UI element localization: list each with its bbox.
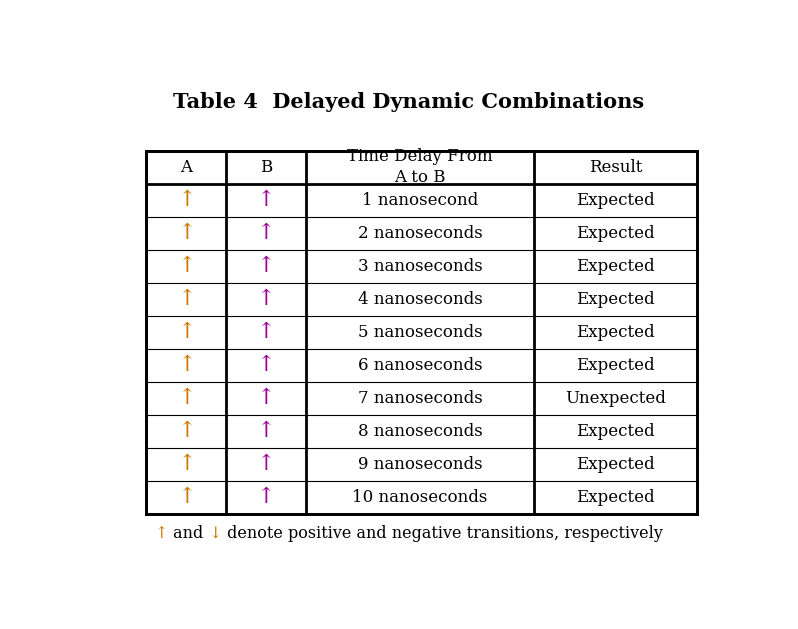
Text: ↑: ↑ xyxy=(256,420,275,442)
Text: 4 nanoseconds: 4 nanoseconds xyxy=(358,291,482,308)
Text: ↓: ↓ xyxy=(209,525,222,542)
Text: ↑: ↑ xyxy=(155,525,168,542)
Text: Expected: Expected xyxy=(576,456,654,473)
Text: ↑: ↑ xyxy=(176,354,196,376)
Text: 5 nanoseconds: 5 nanoseconds xyxy=(358,324,482,341)
Text: Expected: Expected xyxy=(576,258,654,275)
Text: B: B xyxy=(259,159,272,175)
Text: ↑: ↑ xyxy=(176,420,196,442)
Text: Result: Result xyxy=(589,159,642,175)
Text: ↑: ↑ xyxy=(256,321,275,343)
Text: ↑: ↑ xyxy=(256,486,275,508)
Text: Time Delay From
A to B: Time Delay From A to B xyxy=(347,148,493,186)
Text: Expected: Expected xyxy=(576,291,654,308)
Text: Expected: Expected xyxy=(576,192,654,209)
Text: A: A xyxy=(180,159,192,175)
Text: ↑: ↑ xyxy=(256,189,275,211)
Text: ↑: ↑ xyxy=(176,189,196,211)
Text: 7 nanoseconds: 7 nanoseconds xyxy=(358,390,482,407)
Text: ↑: ↑ xyxy=(256,387,275,409)
Text: 8 nanoseconds: 8 nanoseconds xyxy=(358,423,482,440)
Text: ↑: ↑ xyxy=(256,454,275,476)
Text: Expected: Expected xyxy=(576,225,654,242)
Text: 9 nanoseconds: 9 nanoseconds xyxy=(358,456,482,473)
Text: and: and xyxy=(168,525,209,542)
Text: Expected: Expected xyxy=(576,357,654,374)
Text: Unexpected: Unexpected xyxy=(565,390,666,407)
Text: ↑: ↑ xyxy=(176,255,196,277)
Bar xyxy=(146,150,697,514)
Text: ↑: ↑ xyxy=(256,354,275,376)
Text: ↑: ↑ xyxy=(176,321,196,343)
Text: 3 nanoseconds: 3 nanoseconds xyxy=(358,258,482,275)
Text: ↑: ↑ xyxy=(176,222,196,244)
Text: ↑: ↑ xyxy=(176,387,196,409)
Text: 10 nanoseconds: 10 nanoseconds xyxy=(352,489,488,506)
Text: ↑: ↑ xyxy=(176,454,196,476)
Text: 1 nanosecond: 1 nanosecond xyxy=(361,192,478,209)
Text: ↑: ↑ xyxy=(256,222,275,244)
Text: Table 4  Delayed Dynamic Combinations: Table 4 Delayed Dynamic Combinations xyxy=(173,92,645,113)
Text: ↑: ↑ xyxy=(256,255,275,277)
Text: ↑: ↑ xyxy=(176,486,196,508)
Text: ↑: ↑ xyxy=(176,288,196,310)
Text: Expected: Expected xyxy=(576,489,654,506)
Text: Expected: Expected xyxy=(576,423,654,440)
Text: 6 nanoseconds: 6 nanoseconds xyxy=(358,357,482,374)
Text: denote positive and negative transitions, respectively: denote positive and negative transitions… xyxy=(222,525,663,542)
Text: Expected: Expected xyxy=(576,324,654,341)
Text: 2 nanoseconds: 2 nanoseconds xyxy=(358,225,482,242)
Text: ↑: ↑ xyxy=(256,288,275,310)
